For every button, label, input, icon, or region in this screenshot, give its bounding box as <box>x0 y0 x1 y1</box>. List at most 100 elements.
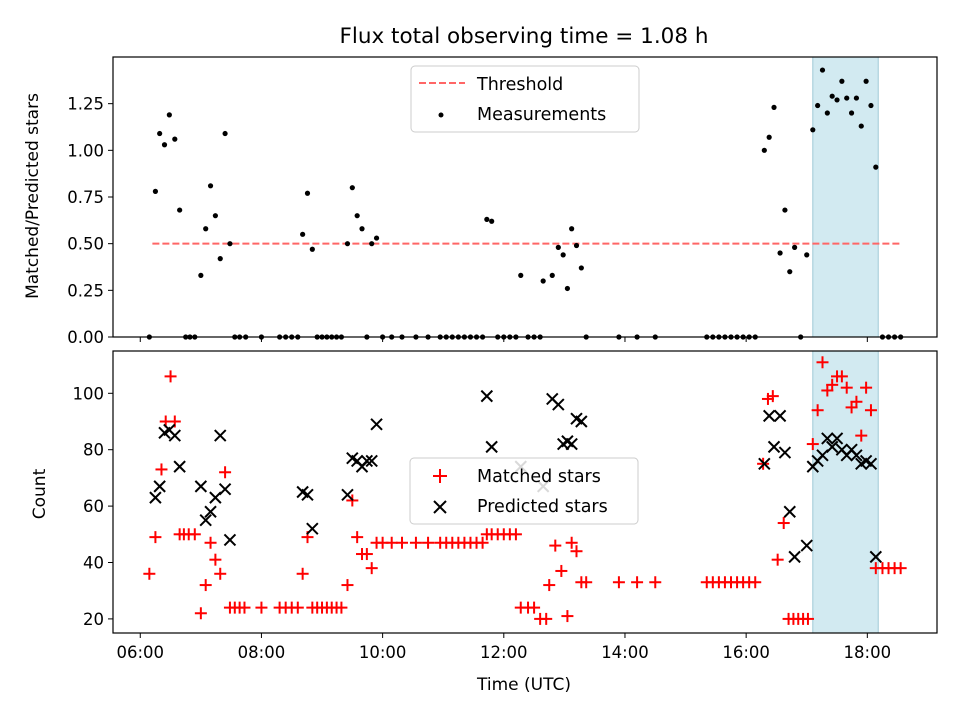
matched-star-point <box>850 395 863 408</box>
legend-measurements-label: Measurements <box>477 105 606 125</box>
measurement-point <box>198 272 204 278</box>
matched-star-point <box>199 579 212 592</box>
matched-star-point <box>540 612 553 625</box>
matched-star-point <box>409 536 422 549</box>
measurement-point <box>349 185 355 191</box>
predicted-star-point <box>360 454 374 468</box>
matched-star-point <box>219 466 232 479</box>
y-tick-label: 0.25 <box>67 281 104 300</box>
highlight-span <box>812 56 879 338</box>
bottom-plot-area <box>112 350 938 634</box>
matched-star-point <box>811 404 824 417</box>
matched-star-point <box>561 610 574 623</box>
predicted-star-point <box>301 488 314 502</box>
matched-star-point <box>835 370 848 383</box>
measurement-point <box>172 136 178 142</box>
measurement-point <box>792 244 798 250</box>
predicted-star-point <box>370 418 383 431</box>
measurement-point <box>217 256 223 262</box>
matched-star-point <box>801 612 814 625</box>
measurement-point <box>858 123 864 129</box>
y-tick-label: 80 <box>83 441 104 460</box>
legend-predicted-label: Predicted stars <box>477 497 608 517</box>
x-tick-label: 16:00 <box>722 643 770 662</box>
matched-star-point <box>894 562 907 575</box>
matched-star-point <box>860 381 873 394</box>
matched-star-point <box>209 553 222 566</box>
predicted-star-point <box>223 533 237 547</box>
matched-star-point <box>543 579 556 592</box>
y-tick-label: 100 <box>73 384 105 403</box>
predicted-star-point <box>783 505 796 518</box>
matched-star-point <box>771 553 784 566</box>
matched-star-point <box>777 517 790 530</box>
measurement-point <box>177 207 183 213</box>
top-legend: Threshold Measurements <box>410 65 640 133</box>
matched-star-point <box>549 539 562 552</box>
y-tick-label: 1.00 <box>67 141 104 160</box>
matched-star-point <box>422 536 435 549</box>
predicted-star-point <box>485 440 498 454</box>
predicted-star-point <box>168 429 182 442</box>
predicted-star-point <box>575 415 588 428</box>
matched-star-point <box>855 429 868 442</box>
predicted-star-point <box>830 432 844 445</box>
measurement-point <box>815 102 821 109</box>
matched-star-point <box>194 607 207 620</box>
measurement-point <box>819 67 826 73</box>
measurement-point <box>564 285 571 292</box>
measurement-point <box>489 218 495 224</box>
predicted-star-point <box>341 488 354 502</box>
measurement-point <box>207 183 214 189</box>
matched-star-point <box>806 438 819 451</box>
x-tick-label: 18:00 <box>844 643 892 662</box>
predicted-star-point <box>306 522 319 535</box>
matched-star-point <box>291 601 304 614</box>
matched-star-point <box>570 545 583 558</box>
measurement-point <box>771 104 777 110</box>
measurement-point <box>824 110 830 116</box>
measurement-point <box>166 112 172 118</box>
matched-star-point <box>612 576 625 589</box>
measurement-point <box>369 241 375 247</box>
predicted-star-point <box>218 482 232 496</box>
chart-title: Flux total observing time = 1.08 h <box>340 24 709 49</box>
y-tick-label: 1.25 <box>67 95 104 114</box>
predicted-star-point <box>480 389 494 403</box>
legend-matched-marker <box>433 469 447 483</box>
legend-measurements-marker <box>438 112 444 118</box>
measurement-point <box>484 216 490 222</box>
measurement-point <box>203 226 209 232</box>
matched-star-point <box>365 562 378 575</box>
matched-star-point <box>528 601 541 614</box>
measurement-point <box>834 97 840 103</box>
x-tick-label: 10:00 <box>359 643 407 662</box>
measurement-point <box>777 250 783 256</box>
highlight-span <box>812 350 879 634</box>
y-axis-label: Matched/Predicted stars <box>23 93 43 299</box>
y-tick-label: 0.00 <box>67 328 104 347</box>
matched-star-point <box>396 536 409 549</box>
measurement-point <box>868 102 874 109</box>
predicted-star-point <box>800 539 813 552</box>
y-tick-label: 40 <box>83 554 104 573</box>
measurement-point <box>227 241 233 247</box>
y-tick-label: 20 <box>83 610 104 629</box>
matched-star-point <box>840 381 853 394</box>
predicted-star-point <box>821 432 834 445</box>
matched-star-point <box>864 404 877 417</box>
predicted-star-point <box>199 513 212 527</box>
x-axis-label: Time (UTC) <box>476 675 571 695</box>
measurement-point <box>573 242 580 249</box>
matched-star-point <box>826 378 839 391</box>
measurement-point <box>569 226 575 232</box>
predicted-star-point <box>204 505 217 518</box>
predicted-star-point <box>173 460 186 473</box>
measurement-point <box>549 272 555 278</box>
matched-star-point <box>360 548 373 561</box>
matched-star-point <box>164 370 177 383</box>
matched-star-point <box>749 576 762 589</box>
predicted-star-point <box>153 480 166 493</box>
measurement-point <box>844 95 850 101</box>
